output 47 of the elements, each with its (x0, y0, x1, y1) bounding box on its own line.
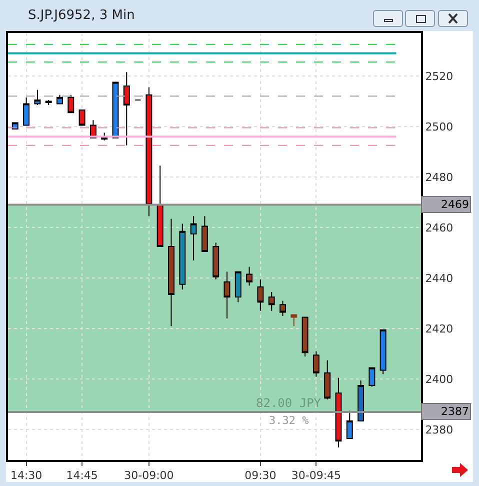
y-tick-label: 2380 (425, 424, 454, 437)
x-tick-label: 14:30 (10, 469, 42, 482)
chart-title: S.JP.J6952, 3 Min (28, 8, 135, 23)
candlestick (179, 223, 186, 290)
candlestick (280, 300, 286, 316)
candlestick (123, 72, 130, 146)
candlestick (358, 380, 364, 422)
x-tick-label: 30-09:45 (291, 469, 342, 482)
candlestick (201, 216, 208, 252)
candlestick (246, 266, 253, 286)
candlestick (268, 291, 275, 312)
y-tick-label: 2480 (425, 170, 454, 184)
candlestick (190, 216, 197, 261)
candlestick (168, 218, 174, 327)
y-tick-label: 2460 (425, 221, 454, 234)
ref-line-label: 2387 (441, 405, 469, 418)
annotation: 3.32 % (269, 414, 310, 427)
candlestick (312, 350, 320, 378)
candlestick (146, 86, 152, 217)
candlestick (34, 89, 41, 106)
candlestick (212, 242, 220, 280)
y-tick-label: 2500 (425, 120, 454, 134)
candlestick (45, 99, 52, 106)
candlestick (78, 110, 86, 126)
y-tick-label: 2520 (425, 70, 454, 83)
candlestick (290, 314, 298, 327)
candlestick (302, 316, 308, 357)
candlestick (257, 278, 264, 312)
x-tick-label: 14:45 (66, 469, 98, 482)
candlestick (156, 165, 164, 247)
x-tick-label: 30-09:00 (124, 469, 174, 482)
candlestick (23, 96, 30, 126)
candlestick (324, 360, 331, 400)
candlestick (68, 94, 74, 114)
candlestick (380, 329, 386, 375)
y-tick-label: 2440 (425, 272, 454, 285)
candlestick (56, 94, 63, 104)
y-tick-label: 2400 (425, 373, 454, 386)
band-label: 82.00 JPY (256, 396, 322, 410)
candlestick (335, 377, 342, 448)
candlestick (368, 367, 376, 388)
candlestick (224, 271, 230, 320)
candlestick (234, 271, 242, 303)
candlestick (346, 410, 353, 440)
x-tick-label: 09:30 (244, 469, 276, 482)
ref-line-label: 2469 (441, 198, 469, 211)
y-tick-label: 2420 (425, 322, 454, 336)
